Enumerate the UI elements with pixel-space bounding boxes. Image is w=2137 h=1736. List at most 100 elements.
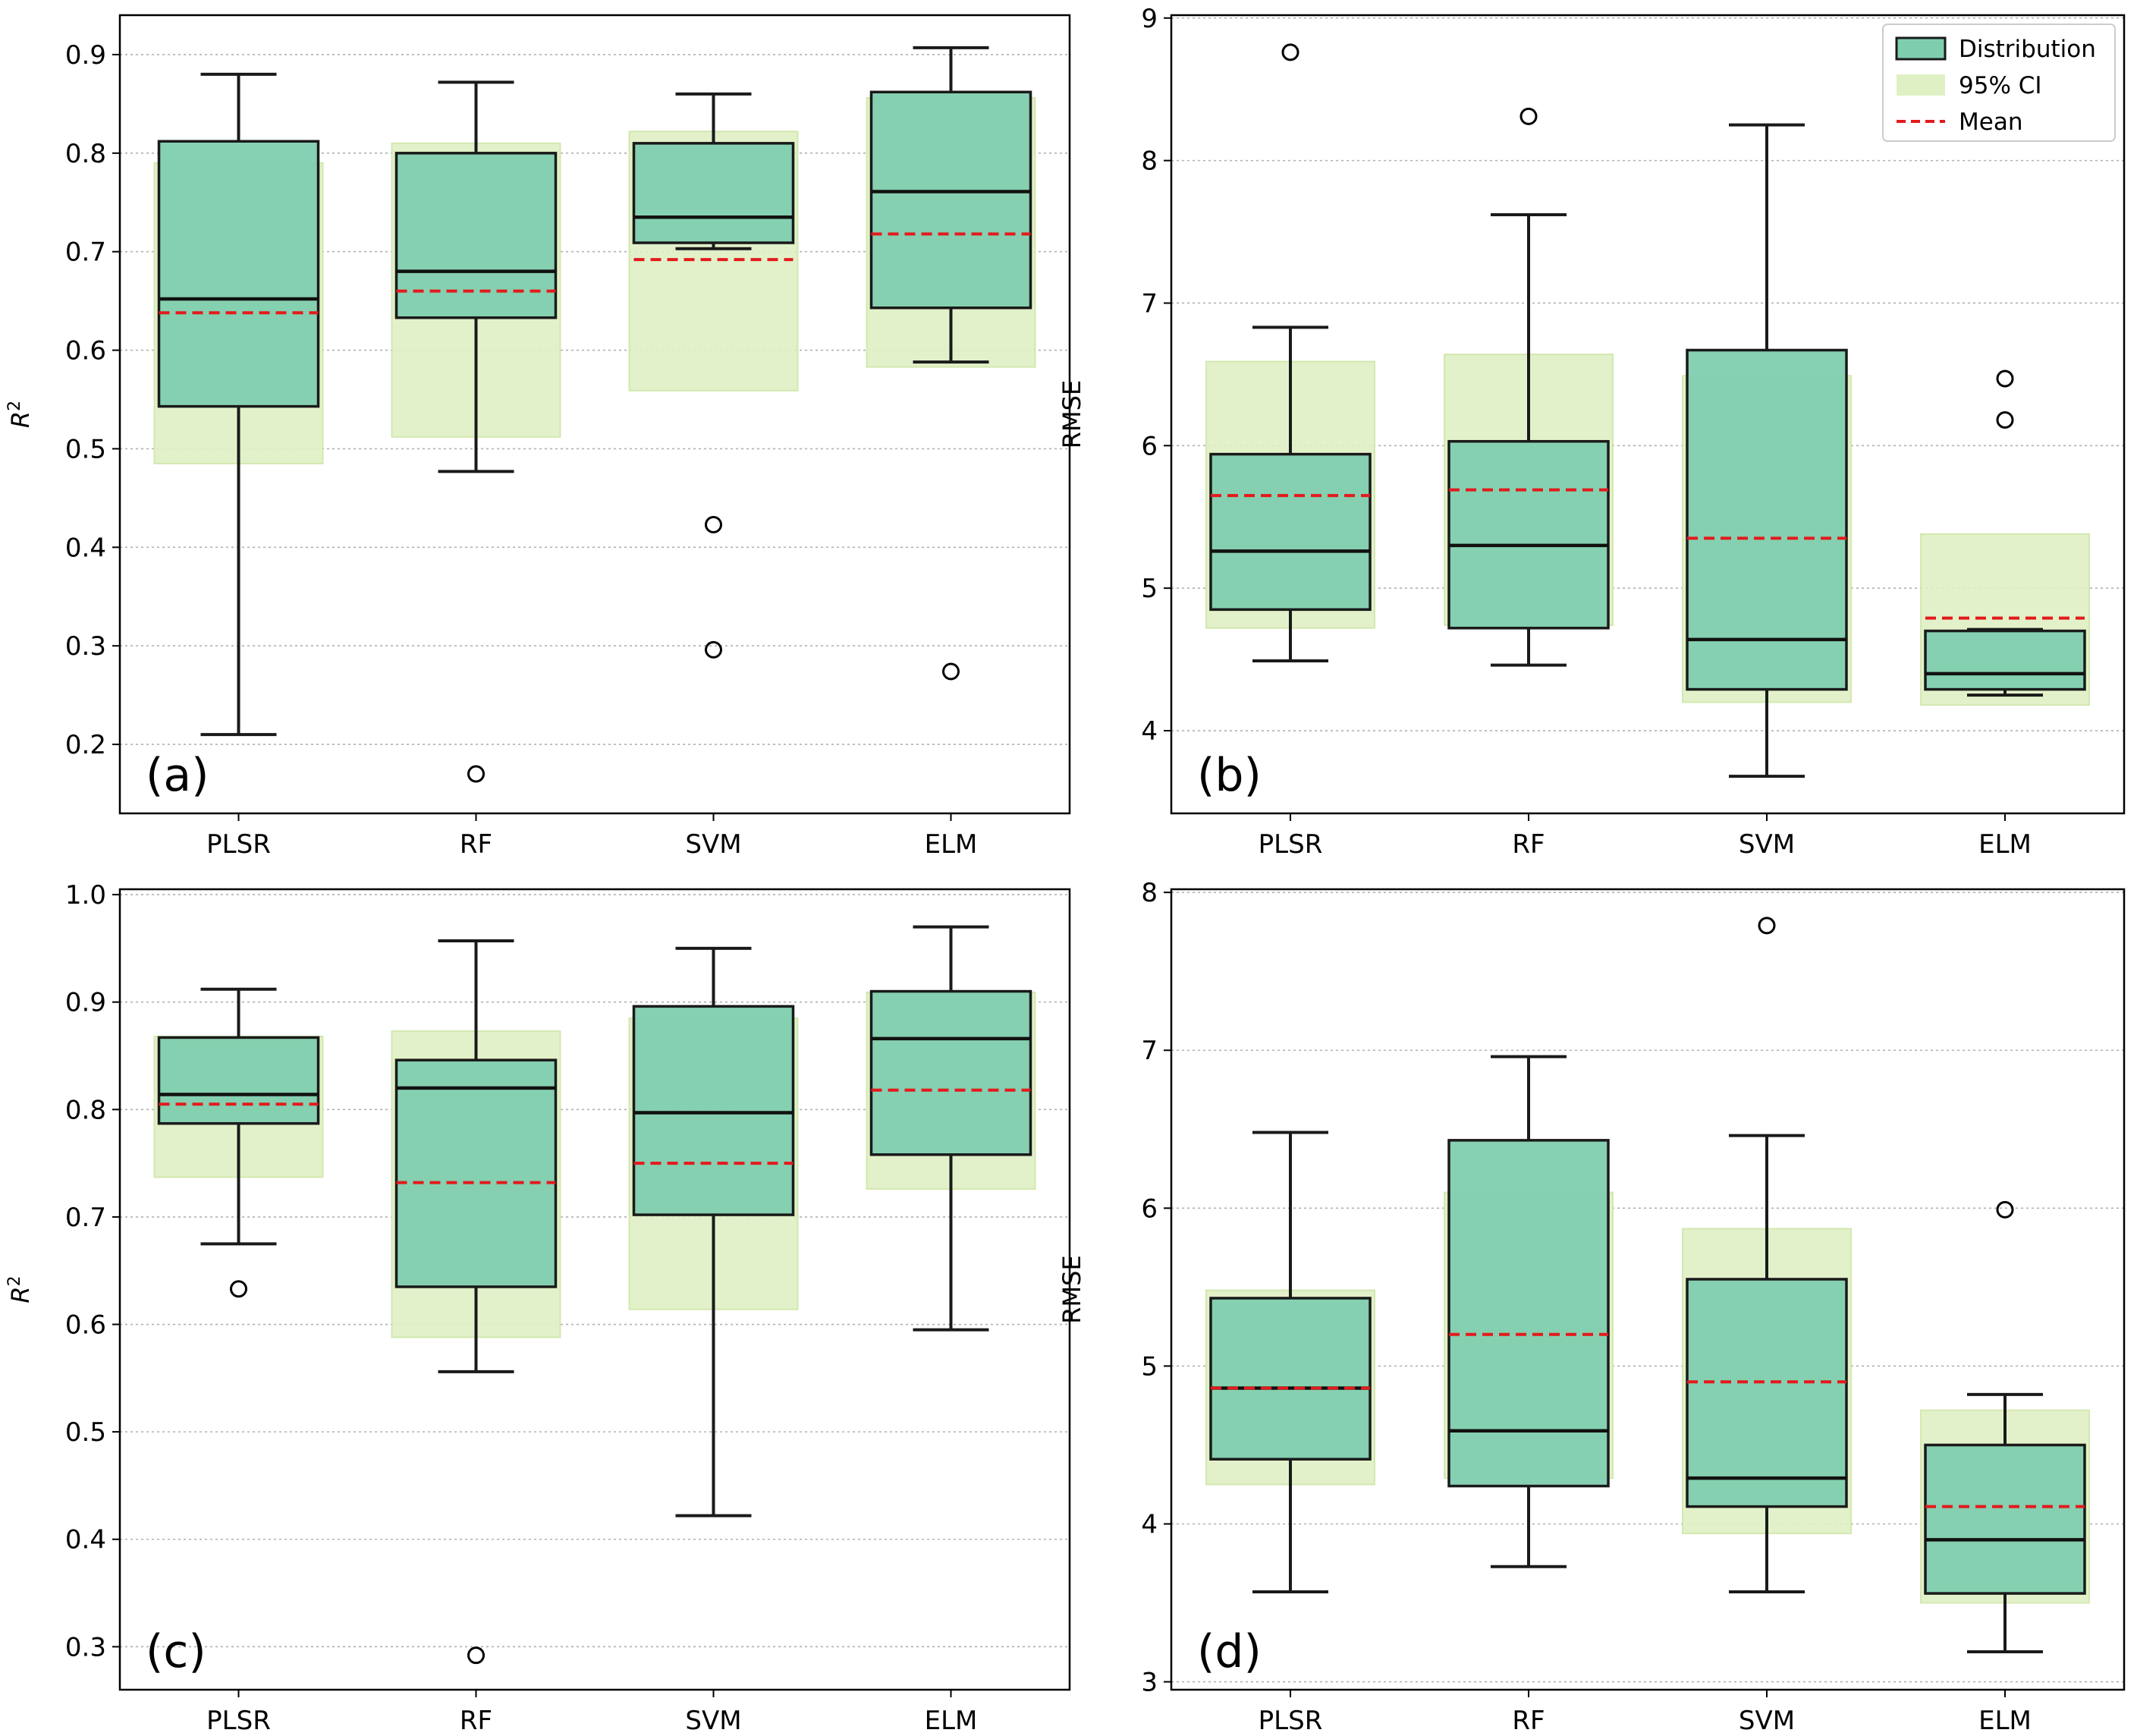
- x-tick-label: ELM: [925, 829, 978, 860]
- y-tick-label: 0.7: [65, 237, 106, 268]
- y-tick-label: 0.5: [65, 1417, 106, 1448]
- panel-d: 3 4 5 6 7 8 RMSE PLSR RF SVM ELM (d): [1058, 878, 2126, 1736]
- y-tick-label: 0.8: [65, 139, 106, 169]
- x-tick-label: RF: [460, 829, 492, 860]
- outlier-point: [942, 662, 960, 681]
- box-plsr: [1205, 1131, 1375, 1593]
- y-tick-label: 4: [1141, 716, 1158, 747]
- y-tick-label: 8: [1141, 146, 1158, 177]
- outlier-point: [1519, 107, 1538, 125]
- outlier-point: [705, 515, 722, 533]
- x-tick-label: ELM: [1978, 829, 2032, 860]
- outlier-point: [467, 1646, 485, 1665]
- iqr-box: [632, 142, 795, 244]
- box-rf: [391, 80, 561, 783]
- y-tick-label: 5: [1141, 1351, 1158, 1382]
- legend: Distribution 95% CI Mean: [1882, 24, 2116, 142]
- y-tick-label: 0.6: [65, 336, 106, 366]
- y-tick-label: 0.2: [65, 730, 106, 760]
- x-tick-label: SVM: [1739, 1706, 1795, 1736]
- iqr-box: [157, 140, 320, 408]
- box-elm: [1920, 370, 2090, 706]
- outlier-point: [1996, 1200, 2014, 1219]
- box-svm: [1682, 123, 1852, 778]
- y-tick-label: 0.8: [65, 1095, 106, 1125]
- plot-frame: [118, 14, 1071, 815]
- y-tick-label: 0.5: [65, 434, 106, 464]
- legend-swatch-distribution: [1895, 36, 1947, 61]
- box-plsr: [153, 987, 324, 1298]
- panel-c: 0.3 0.4 0.5 0.6 0.7 0.8 0.9 1.0 R2 PLSR RF SVM ELM (c…: [5, 880, 1071, 1736]
- x-tick-label: ELM: [925, 1706, 978, 1736]
- y-tick-label: 7: [1141, 288, 1158, 319]
- box-svm: [628, 92, 799, 659]
- y-tick-label: 0.7: [65, 1203, 106, 1233]
- box-elm: [866, 46, 1036, 681]
- x-tick-label: SVM: [685, 829, 741, 860]
- x-tick-label: PLSR: [1259, 1706, 1323, 1736]
- x-tick-label: RF: [460, 1706, 492, 1736]
- y-tick-label: 0.9: [65, 40, 106, 71]
- iqr-box: [157, 1036, 320, 1125]
- iqr-box: [394, 152, 558, 319]
- iqr-box: [394, 1058, 558, 1288]
- iqr-box: [1924, 629, 2086, 691]
- y-tick-label: 9: [1141, 4, 1158, 34]
- y-tick-label: 0.3: [65, 631, 106, 662]
- y-tick-label: 8: [1141, 878, 1158, 908]
- iqr-box: [869, 90, 1032, 310]
- iqr-box: [632, 1005, 795, 1216]
- plot-frame: [1170, 888, 2126, 1691]
- outlier-point: [705, 640, 722, 659]
- iqr-box: [1447, 439, 1610, 630]
- y-tick-label: 0.4: [65, 533, 106, 563]
- y-tick-label: 6: [1141, 431, 1158, 461]
- box-elm: [1920, 1200, 2090, 1654]
- box-svm: [1682, 917, 1852, 1593]
- y-tick-label: 0.6: [65, 1310, 106, 1341]
- outlier-point: [1996, 370, 2014, 388]
- y-tick-label: 0.3: [65, 1632, 106, 1662]
- box-rf: [391, 939, 561, 1665]
- box-rf: [1444, 1055, 1614, 1568]
- panel-a: 0.2 0.3 0.4 0.5 0.6 0.7 0.8 0.9 R2 PLSR RF SVM ELM (a…: [5, 14, 1071, 860]
- legend-label: Mean: [1959, 108, 2022, 136]
- box-svm: [628, 946, 799, 1517]
- x-tick-label: PLSR: [1259, 829, 1323, 860]
- y-axis-label: R2: [5, 1275, 35, 1303]
- plot-frame: [118, 888, 1071, 1691]
- y-tick-label: 3: [1141, 1668, 1158, 1698]
- panel-label: (a): [146, 749, 209, 802]
- box-rf: [1444, 107, 1614, 667]
- outlier-point: [1758, 917, 1776, 935]
- y-tick-label: 0.9: [65, 988, 106, 1018]
- x-tick-label: RF: [1512, 829, 1545, 860]
- box-plsr: [1205, 43, 1375, 662]
- x-tick-label: ELM: [1978, 1706, 2032, 1736]
- y-axis-label: RMSE: [1058, 1255, 1086, 1323]
- outlier-point: [467, 765, 485, 783]
- plot-frame: [1170, 14, 2126, 815]
- y-tick-label: 4: [1141, 1510, 1158, 1540]
- x-tick-label: SVM: [1739, 829, 1795, 860]
- iqr-box: [1447, 1139, 1610, 1488]
- y-tick-label: 6: [1141, 1194, 1158, 1224]
- y-tick-label: 7: [1141, 1036, 1158, 1066]
- box-elm: [866, 925, 1036, 1332]
- outlier-point: [230, 1280, 247, 1298]
- iqr-box: [1209, 452, 1372, 612]
- iqr-box: [1686, 1278, 1848, 1508]
- y-tick-label: 0.4: [65, 1525, 106, 1555]
- x-tick-label: RF: [1512, 1706, 1545, 1736]
- iqr-box: [1209, 1297, 1372, 1461]
- iqr-box: [1924, 1443, 2086, 1595]
- panel-label: (d): [1197, 1625, 1262, 1678]
- panel-label: (c): [146, 1625, 206, 1678]
- y-tick-label: 5: [1141, 574, 1158, 604]
- iqr-box: [869, 989, 1032, 1156]
- outlier-point: [1996, 411, 2014, 429]
- outlier-point: [1281, 43, 1299, 61]
- box-plsr: [153, 72, 324, 737]
- iqr-box: [1686, 348, 1848, 691]
